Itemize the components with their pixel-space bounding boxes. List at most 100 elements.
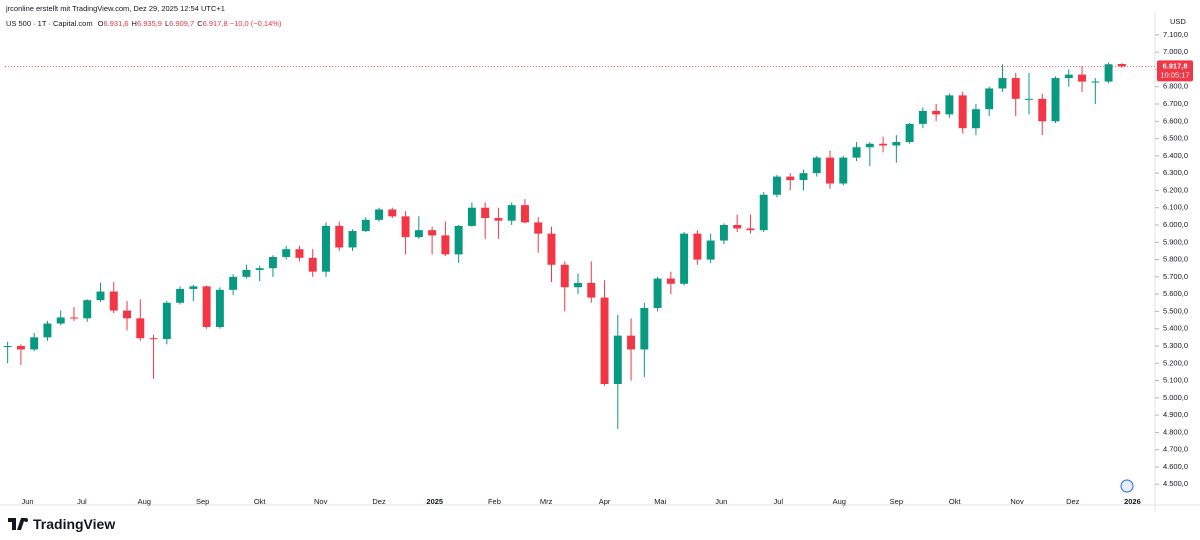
- x-tick-label: Dez: [372, 497, 386, 506]
- x-tick-label: Okt: [254, 497, 267, 506]
- x-tick-label: Feb: [488, 497, 501, 506]
- candle-body: [600, 297, 609, 385]
- candle-body: [322, 225, 330, 272]
- candle-body: [693, 233, 702, 260]
- candle-body: [985, 88, 994, 110]
- candle-body: [43, 323, 52, 338]
- y-tick-label: 4.800,0: [1163, 427, 1188, 436]
- ohlc-value: 6.917,8: [202, 19, 228, 28]
- x-tick-label: Jul: [77, 497, 87, 506]
- footer-logo: TradingView: [33, 516, 116, 532]
- y-tick-label: 4.600,0: [1163, 462, 1188, 471]
- logo-badge: [1120, 479, 1134, 493]
- candle-body: [3, 345, 12, 347]
- y-tick-label: 6.600,0: [1163, 116, 1188, 125]
- x-tick-label: Nov: [314, 497, 328, 506]
- candle-body: [282, 249, 291, 257]
- y-tick-label: 6.700,0: [1163, 99, 1188, 108]
- attribution: jrconline erstellt mit TradingView.com, …: [6, 4, 225, 13]
- candle-body: [69, 317, 78, 319]
- y-tick-label: 4.500,0: [1163, 479, 1188, 488]
- candle-body: [1091, 81, 1100, 83]
- x-tick-label: Dez: [1066, 497, 1080, 506]
- ohlc-prefix: H: [131, 19, 137, 28]
- x-tick-label: 2026: [1124, 497, 1141, 506]
- candle-body: [786, 176, 795, 181]
- currency: USD: [1170, 17, 1186, 26]
- candle-body: [441, 235, 450, 255]
- candle-body: [746, 228, 755, 231]
- y-tick-label: 5.200,0: [1163, 358, 1188, 367]
- price-tag-label: 6.917,8: [1162, 61, 1187, 70]
- y-tick-label: 5.900,0: [1163, 237, 1188, 246]
- candle-body: [136, 318, 145, 339]
- y-tick-label: 4.700,0: [1163, 445, 1188, 454]
- candle-body: [295, 249, 304, 258]
- y-tick-label: 6.000,0: [1163, 220, 1188, 229]
- ohlc-prefix: C: [197, 19, 203, 28]
- candle-body: [706, 240, 715, 260]
- candle-body: [229, 276, 238, 290]
- candle-body: [268, 256, 277, 269]
- candle-body: [958, 95, 967, 129]
- candle-body: [428, 230, 437, 236]
- ohlc-prefix: L: [164, 19, 170, 28]
- candle-body: [401, 216, 410, 238]
- x-tick-label: Apr: [599, 497, 611, 506]
- candle-body: [215, 289, 224, 327]
- candle-body: [879, 143, 888, 146]
- candle-body: [348, 231, 357, 248]
- candle-body: [189, 286, 198, 289]
- x-tick-label: Jul: [774, 497, 784, 506]
- candle-body: [574, 282, 582, 288]
- candle-body: [149, 338, 158, 340]
- candle-body: [242, 269, 251, 277]
- candle-body: [481, 207, 490, 219]
- candle-body: [733, 225, 742, 229]
- candle-body: [56, 317, 65, 324]
- candle-body: [123, 310, 132, 319]
- candle-body: [719, 225, 728, 241]
- x-tick-label: Mrz: [540, 497, 553, 506]
- candle-body: [30, 337, 39, 350]
- x-tick-label: Sep: [890, 497, 903, 506]
- countdown: 10:05:17: [1160, 70, 1189, 79]
- y-tick-label: 6.300,0: [1163, 168, 1188, 177]
- candle-body: [454, 225, 463, 255]
- candle-body: [202, 286, 211, 327]
- candle-body: [388, 209, 397, 217]
- candle-body: [494, 218, 503, 221]
- y-tick-label: 5.100,0: [1163, 376, 1188, 385]
- y-tick-label: 5.800,0: [1163, 255, 1188, 264]
- y-tick-label: 6.100,0: [1163, 203, 1188, 212]
- y-tick-label: 6.800,0: [1163, 82, 1188, 91]
- y-tick-label: 6.200,0: [1163, 185, 1188, 194]
- y-tick-label: 5.300,0: [1163, 341, 1188, 350]
- ohlc-value: 6.931,6: [103, 19, 129, 28]
- candle-body: [1025, 98, 1033, 100]
- candle-body: [109, 291, 118, 311]
- candle-body: [1104, 64, 1113, 82]
- candle-body: [892, 142, 901, 146]
- candle-body: [627, 335, 636, 350]
- candle-body: [587, 282, 596, 298]
- candle-body: [945, 95, 954, 115]
- candle-body: [839, 157, 848, 184]
- x-tick-label: Okt: [949, 497, 962, 506]
- candle-body: [905, 123, 914, 143]
- candle-body: [640, 307, 649, 350]
- y-tick-label: 5.000,0: [1163, 393, 1188, 402]
- candle-body: [560, 264, 569, 288]
- candle-body: [375, 209, 384, 220]
- candle-body: [971, 109, 980, 129]
- candle-body: [176, 288, 185, 303]
- x-tick-label: Sep: [196, 497, 209, 506]
- candle-body: [83, 300, 92, 319]
- candle-body: [162, 302, 171, 340]
- candle-body: [799, 173, 808, 181]
- candle-body: [812, 157, 821, 174]
- candle-body: [96, 291, 105, 301]
- candle-body: [520, 205, 529, 223]
- candle-body: [918, 110, 927, 124]
